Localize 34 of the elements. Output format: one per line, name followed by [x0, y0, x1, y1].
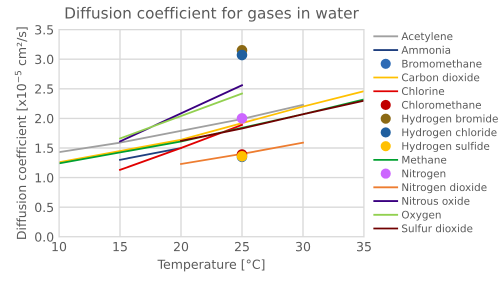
- chart-title: Diffusion coefficient for gases in water: [66, 6, 359, 22]
- y-axis-title: Diffusion coefficient [x10$^{−5}$ cm²/s]: [14, 27, 28, 239]
- legend-label: Nitrous oxide: [402, 196, 470, 205]
- legend-label: Oxygen: [402, 210, 441, 221]
- legend-label: Carbon dioxide: [402, 73, 480, 82]
- x-tick-label: 10: [52, 242, 66, 252]
- legend-label: Methane: [402, 156, 446, 164]
- legend-label: Hydrogen chloride: [402, 128, 497, 138]
- line-series: [59, 104, 304, 154]
- line-series: [180, 100, 364, 142]
- y-tick-label: 1.5: [36, 144, 54, 153]
- x-tick-label: 20: [174, 242, 188, 252]
- x-tick-label: 30: [296, 242, 310, 252]
- legend-label: Sulfur dioxide: [402, 224, 472, 232]
- x-tick-label: 15: [113, 242, 127, 252]
- x-axis-title: Temperature [°C]: [158, 259, 264, 272]
- legend-label: Nitrogen: [402, 169, 446, 180]
- y-tick-label: 0.5: [35, 202, 54, 212]
- y-tick-label: 3.0: [35, 54, 54, 64]
- legend-label: Bromomethane: [402, 60, 482, 68]
- x-tick-label: 35: [357, 242, 371, 252]
- legend-label: Acetylene: [401, 32, 452, 42]
- y-tick-label: 0.0: [35, 232, 54, 242]
- legend-label: Chloromethane: [402, 100, 481, 109]
- y-tick-label: 2.0: [35, 114, 54, 124]
- y-tick-label: 3.5: [35, 25, 54, 35]
- y-tick-label: 2.5: [35, 84, 54, 94]
- legend-label: Ammonia: [401, 46, 450, 54]
- legend-label: Hydrogen sulfide: [402, 142, 490, 152]
- legend-label: Nitrogen dioxide: [402, 183, 487, 194]
- y-tick-label: 1.0: [36, 173, 54, 183]
- legend-label: Hydrogen bromide: [402, 114, 498, 125]
- x-tick-label: 25: [234, 242, 249, 252]
- legend-label: Chlorine: [402, 86, 444, 96]
